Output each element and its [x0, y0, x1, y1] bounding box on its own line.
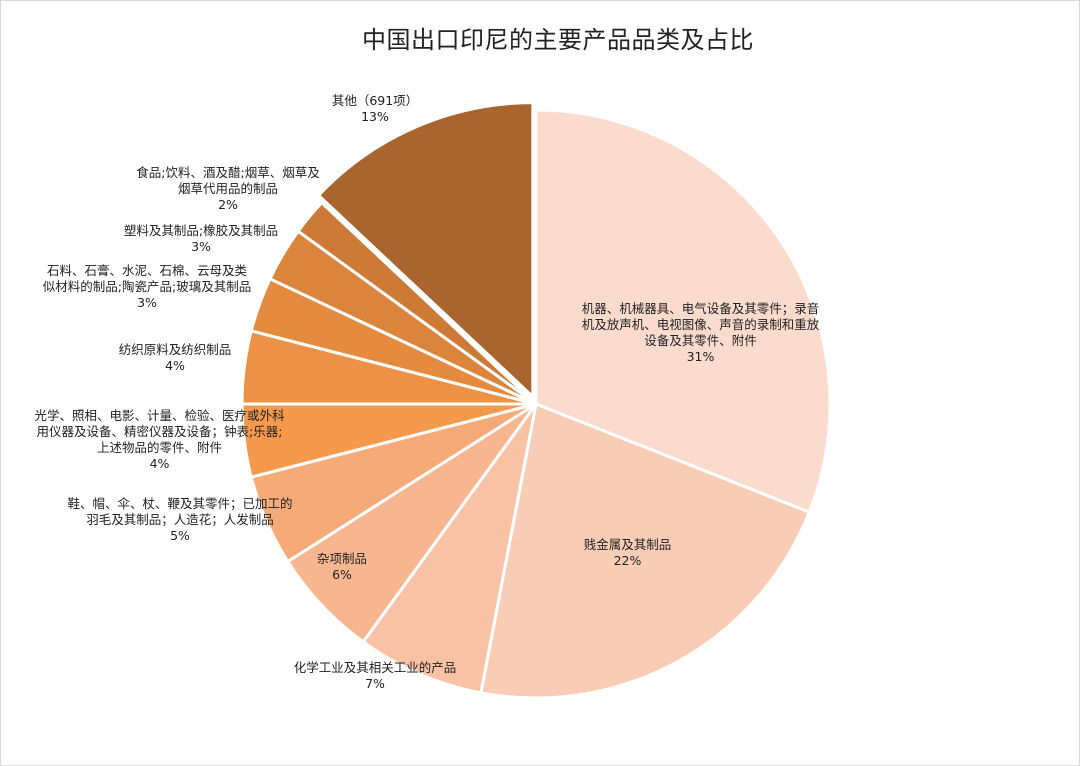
slice-label-text: 机及放声机、电视图像、声音的录制和重放 [581, 317, 820, 332]
slice-label-1: 机器、机械器具、电气设备及其零件；录音 机及放声机、电视图像、声音的录制和重放 设备… [563, 301, 838, 365]
pie-slice-1 [534, 108, 832, 515]
slice-label-text: 其他（691项） [331, 93, 419, 108]
slice-percent-label: 31% [686, 349, 715, 364]
slice-percent-label: 4% [149, 456, 170, 471]
slice-percent-label: 5% [170, 528, 190, 543]
slice-label-text: 杂项制品 [316, 551, 367, 566]
pie-slice-3 [361, 403, 538, 695]
slice-label-text: 鞋、帽、伞、杖、鞭及其零件；已加工的 [67, 496, 293, 511]
slice-percent-label: 22% [613, 553, 642, 568]
slice-label-text: 塑料及其制品;橡胶及其制品 [123, 223, 279, 238]
slice-label-text: 贱金属及其制品 [583, 537, 672, 552]
slice-label-text: 化学工业及其相关工业的产品 [293, 660, 457, 675]
chart-title: 中国出口印尼的主要产品品类及占比 [362, 26, 754, 54]
slice-label-text: 纺织原料及纺织制品 [118, 342, 232, 357]
slice-label-8: 石料、石膏、水泥、石棉、云母及类 似材料的制品;陶瓷产品;玻璃及其制品 3% [33, 263, 261, 311]
slice-label-11: 其他（691项） 13% [330, 93, 420, 125]
slice-label-5: 鞋、帽、伞、杖、鞭及其零件；已加工的 羽毛及其制品；人造花；人发制品 5% [55, 496, 305, 544]
slice-label-text: 机器、机械器具、电气设备及其零件；录音 [581, 301, 820, 316]
slice-label-text: 光学、照相、电影、计量、检验、医疗或外科 [34, 408, 285, 423]
pie-slice-11 [316, 101, 535, 401]
slice-label-text: 食品;饮料、酒及醋;烟草、烟草及 [136, 165, 320, 180]
slice-label-text: 烟草代用品的制品 [177, 181, 278, 196]
slice-label-text: 上述物品的零件、附件 [96, 440, 222, 455]
slice-label-9: 塑料及其制品;橡胶及其制品 3% [115, 223, 287, 255]
pie-slice-2 [479, 401, 812, 700]
slice-percent-label: 3% [191, 239, 211, 254]
slice-percent-label: 2% [218, 197, 238, 212]
slice-label-text: 设备及其零件、附件 [644, 333, 757, 348]
slice-label-6: 光学、照相、电影、计量、检验、医疗或外科 用仪器及设备、精密仪器及设备；钟表;乐器… [22, 408, 297, 472]
slice-label-3: 化学工业及其相关工业的产品 7% [285, 660, 465, 692]
slice-percent-label: 6% [332, 567, 352, 582]
slice-label-2: 贱金属及其制品 22% [580, 537, 675, 569]
slice-percent-label: 13% [361, 109, 389, 124]
slice-label-text: 似材料的制品;陶瓷产品;玻璃及其制品 [42, 279, 252, 294]
pie-slice-10 [296, 200, 538, 406]
slice-label-text: 用仪器及设备、精密仪器及设备；钟表;乐器; [36, 424, 283, 439]
slice-percent-label: 7% [365, 676, 385, 691]
slice-percent-label: 4% [165, 358, 185, 373]
slice-label-4: 杂项制品 6% [312, 551, 372, 583]
slice-label-text: 羽毛及其制品；人造花；人发制品 [86, 512, 274, 527]
slice-label-text: 石料、石膏、水泥、石棉、云母及类 [46, 263, 247, 278]
slice-percent-label: 3% [137, 295, 157, 310]
slice-label-7: 纺织原料及纺织制品 4% [110, 342, 240, 374]
slice-label-10: 食品;饮料、酒及醋;烟草、烟草及 烟草代用品的制品 2% [128, 165, 328, 213]
